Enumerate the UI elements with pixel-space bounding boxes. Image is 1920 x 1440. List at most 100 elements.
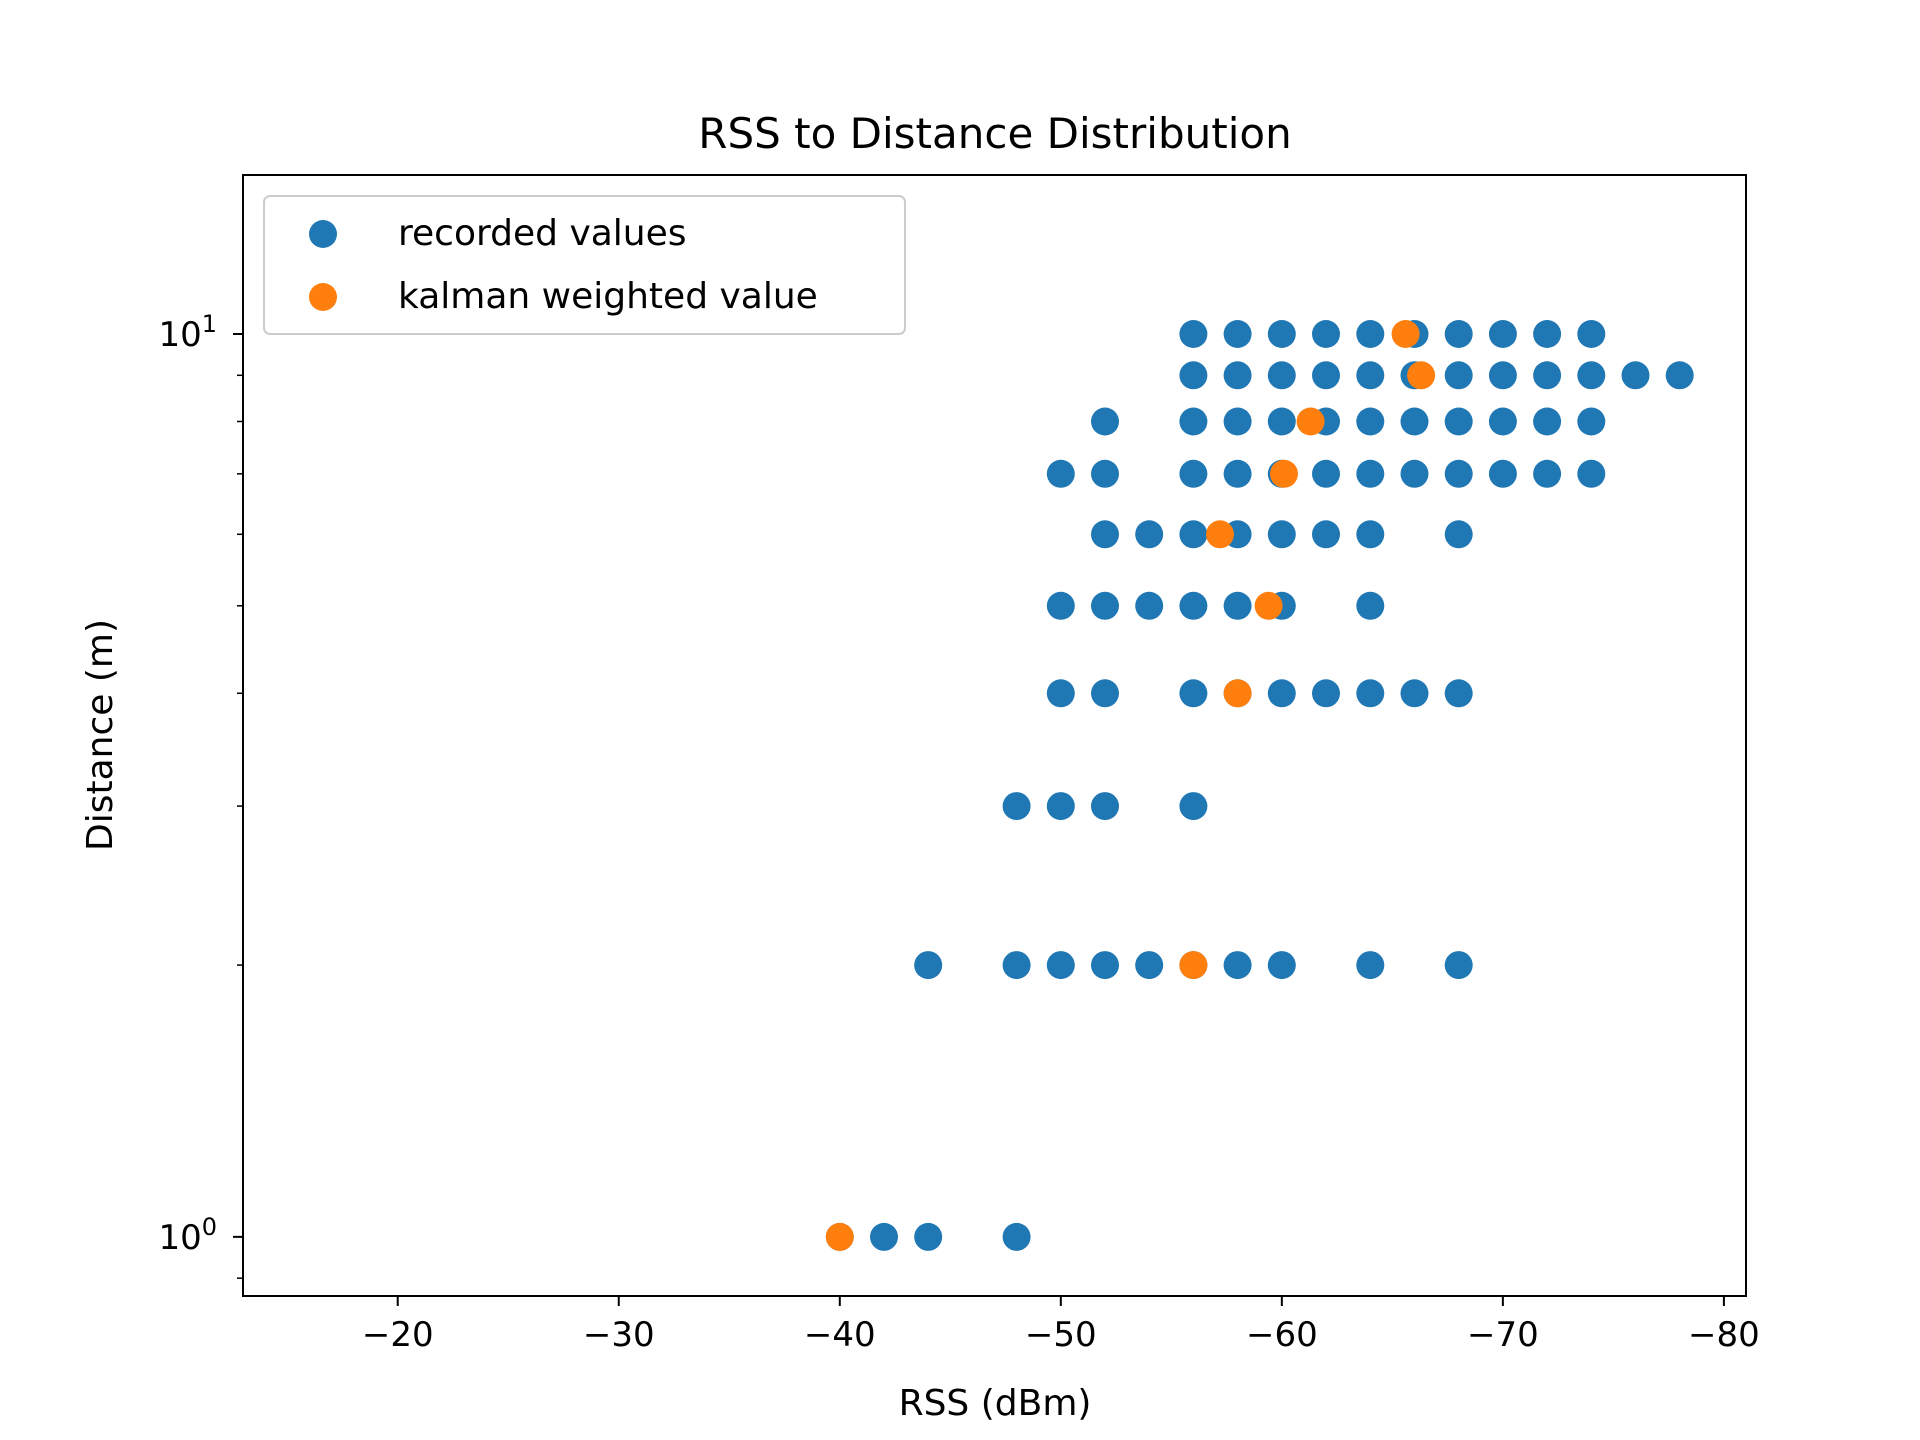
recorded-point-85 [914, 1222, 943, 1251]
recorded-point-0 [1179, 320, 1208, 348]
recorded-point-10 [1179, 361, 1208, 390]
recorded-point-51 [1356, 520, 1385, 549]
recorded-point-47 [1179, 520, 1208, 549]
recorded-point-52 [1444, 520, 1473, 549]
legend-marker-recorded [309, 220, 337, 248]
recorded-point-33 [1046, 459, 1075, 488]
recorded-point-68 [1444, 679, 1473, 708]
recorded-point-66 [1356, 679, 1385, 708]
recorded-point-67 [1400, 679, 1429, 708]
recorded-point-44 [1577, 459, 1606, 488]
plot-area [242, 174, 1747, 1297]
legend-box [263, 195, 906, 335]
recorded-point-61 [1091, 679, 1119, 708]
x-tick-label: −20 [362, 1315, 434, 1355]
x-axis: −20 −30 −40 −50 −60 −70 −80 [362, 1296, 1760, 1355]
recorded-point-77 [1135, 951, 1164, 980]
x-axis-label: RSS (dBm) [899, 1383, 1092, 1424]
recorded-point-64 [1267, 679, 1296, 708]
recorded-point-31 [1533, 407, 1562, 436]
kalman-point-8 [825, 1222, 854, 1251]
recorded-point-57 [1223, 591, 1252, 620]
recorded-point-6 [1444, 320, 1473, 348]
recorded-point-2 [1267, 320, 1296, 348]
recorded-point-9 [1577, 320, 1606, 348]
recorded-point-80 [1267, 951, 1296, 980]
recorded-point-53 [1046, 591, 1075, 620]
recorded-point-70 [1046, 792, 1075, 821]
recorded-point-14 [1356, 361, 1385, 390]
y-tick-label: 101 [158, 310, 217, 355]
recorded-point-12 [1267, 361, 1296, 390]
recorded-point-4 [1356, 320, 1385, 348]
recorded-point-76 [1091, 951, 1119, 980]
recorded-point-72 [1179, 792, 1208, 821]
recorded-point-24 [1223, 407, 1252, 436]
recorded-point-54 [1091, 591, 1119, 620]
kalman-point-2 [1296, 407, 1325, 436]
recorded-point-27 [1356, 407, 1385, 436]
recorded-point-21 [1665, 361, 1694, 390]
recorded-point-81 [1356, 951, 1385, 980]
recorded-point-19 [1577, 361, 1606, 390]
recorded-point-41 [1444, 459, 1473, 488]
recorded-point-28 [1400, 407, 1429, 436]
recorded-point-32 [1577, 407, 1606, 436]
recorded-point-22 [1091, 407, 1119, 436]
kalman-point-6 [1223, 679, 1252, 708]
recorded-point-86 [1002, 1222, 1031, 1251]
kalman-point-1 [1407, 361, 1436, 390]
recorded-point-18 [1533, 361, 1562, 390]
recorded-point-82 [1444, 951, 1473, 980]
y-axis-label: Distance (m) [80, 619, 121, 851]
recorded-point-8 [1533, 320, 1562, 348]
recorded-point-74 [1002, 951, 1031, 980]
x-tick-label: −60 [1246, 1315, 1318, 1355]
recorded-point-29 [1444, 407, 1473, 436]
recorded-point-60 [1046, 679, 1075, 708]
recorded-point-55 [1135, 591, 1164, 620]
recorded-point-45 [1091, 520, 1119, 549]
x-tick-label: −70 [1467, 1315, 1539, 1355]
recorded-point-50 [1312, 520, 1340, 549]
recorded-point-1 [1223, 320, 1252, 348]
points-layer [825, 320, 1694, 1251]
recorded-point-7 [1488, 320, 1517, 348]
recorded-point-16 [1444, 361, 1473, 390]
recorded-point-23 [1179, 407, 1208, 436]
kalman-point-3 [1270, 459, 1298, 488]
recorded-point-25 [1267, 407, 1296, 436]
recorded-point-30 [1488, 407, 1517, 436]
legend: recorded values kalman weighted value [263, 195, 906, 335]
recorded-point-3 [1312, 320, 1340, 348]
kalman-point-5 [1254, 591, 1283, 620]
x-tick-label: −50 [1025, 1315, 1097, 1355]
recorded-point-65 [1312, 679, 1340, 708]
kalman-point-0 [1391, 320, 1420, 348]
recorded-point-73 [914, 951, 943, 980]
recorded-point-46 [1135, 520, 1164, 549]
x-tick-label: −40 [804, 1315, 876, 1355]
recorded-point-20 [1621, 361, 1650, 390]
x-tick-label: −30 [583, 1315, 655, 1355]
recorded-point-43 [1533, 459, 1562, 488]
kalman-point-4 [1206, 520, 1234, 549]
recorded-point-13 [1312, 361, 1340, 390]
legend-label-recorded: recorded values [398, 213, 687, 254]
y-tick-label: 100 [158, 1213, 217, 1258]
recorded-point-56 [1179, 591, 1208, 620]
plot-frame [242, 174, 1747, 1297]
recorded-point-17 [1488, 361, 1517, 390]
recorded-point-75 [1046, 951, 1075, 980]
legend-marker-kalman [309, 283, 337, 311]
recorded-point-38 [1312, 459, 1340, 488]
legend-label-kalman: kalman weighted value [398, 276, 818, 317]
recorded-point-49 [1267, 520, 1296, 549]
recorded-point-40 [1400, 459, 1429, 488]
recorded-point-34 [1091, 459, 1119, 488]
recorded-point-11 [1223, 361, 1252, 390]
recorded-point-69 [1002, 792, 1031, 821]
recorded-point-35 [1179, 459, 1208, 488]
recorded-point-71 [1091, 792, 1119, 821]
